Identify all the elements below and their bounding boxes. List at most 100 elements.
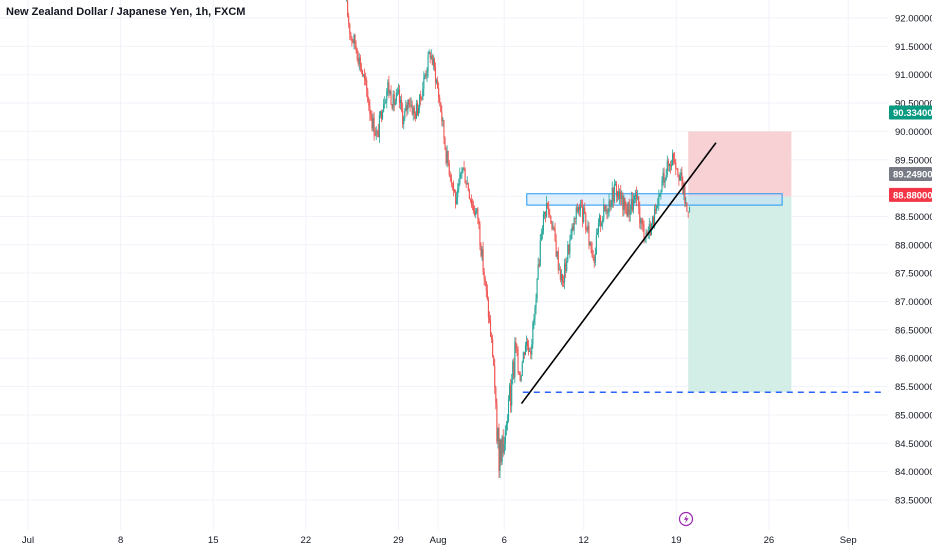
- lightning-icon[interactable]: [678, 511, 694, 527]
- candle-up: [569, 239, 571, 254]
- candle-down: [519, 372, 521, 381]
- candle-down: [625, 206, 627, 211]
- candle-up: [407, 99, 409, 110]
- candle-down: [477, 208, 479, 219]
- candle-down: [584, 207, 586, 214]
- y-axis-background: [888, 0, 932, 530]
- candle-down: [409, 104, 411, 106]
- candle-down: [618, 191, 620, 199]
- take-profit-zone: [688, 196, 792, 393]
- candle-down: [463, 167, 465, 170]
- candle-up: [386, 90, 388, 102]
- candle-down: [480, 244, 482, 256]
- candle-up: [404, 111, 406, 119]
- x-tick-label: Sep: [840, 535, 857, 546]
- candle-down: [416, 103, 419, 115]
- candle-down: [391, 104, 393, 109]
- candle-down: [576, 207, 578, 212]
- candle-up: [383, 104, 385, 112]
- candle-down: [513, 361, 515, 378]
- candle-up: [629, 210, 631, 215]
- candle-up: [427, 53, 429, 72]
- candle-up: [560, 274, 562, 280]
- candle-down: [517, 349, 519, 372]
- candle-down: [488, 317, 491, 321]
- candle-up: [511, 379, 513, 406]
- candle-down: [515, 342, 517, 349]
- candle-down: [624, 197, 626, 207]
- candle-up: [537, 264, 539, 279]
- candle-down: [563, 281, 565, 283]
- candle-down: [491, 336, 493, 339]
- candle-up: [353, 34, 355, 44]
- candle-up: [657, 204, 659, 206]
- candle-down: [470, 200, 473, 205]
- y-tick-label: 84.50000: [895, 439, 932, 450]
- candle-down: [551, 223, 553, 229]
- x-axis[interactable]: Jul 8 15 22 29 Aug 6 12 19 26 Sep: [0, 530, 888, 550]
- candle-up: [392, 94, 394, 109]
- candle-up: [543, 211, 546, 215]
- candle-down: [620, 191, 622, 200]
- y-axis-ticks: 92.00000 91.50000 91.00000 90.50000 90.00000…: [895, 14, 932, 507]
- drawing-zones: [526, 131, 792, 393]
- candle-up: [589, 242, 591, 245]
- candle-up: [375, 130, 377, 136]
- candle-up: [616, 191, 619, 197]
- candle-down: [437, 80, 439, 89]
- candle-up: [382, 111, 384, 119]
- candle-up: [542, 214, 544, 232]
- candle-up: [525, 341, 528, 346]
- candle-up: [685, 202, 687, 204]
- candle-down: [471, 204, 474, 206]
- candle-down: [420, 94, 422, 100]
- candle-down: [354, 34, 356, 46]
- y-tick-label: 90.50000: [895, 99, 932, 110]
- candle-down: [489, 320, 492, 337]
- candle-down: [553, 228, 555, 229]
- candle-down: [494, 365, 496, 388]
- candle-down: [373, 117, 375, 135]
- candle-down: [642, 224, 644, 226]
- candle-up: [658, 195, 660, 205]
- candle-down: [431, 55, 433, 65]
- candle-up: [534, 307, 536, 320]
- price-badge-background: [889, 187, 932, 202]
- candle-down: [377, 131, 379, 138]
- candle-down: [559, 269, 561, 280]
- x-tick-label: Aug: [430, 535, 447, 546]
- candle-up: [346, 0, 348, 2]
- candle-down: [557, 251, 559, 270]
- y-axis[interactable]: 92.00000 91.50000 91.00000 90.50000 90.00000…: [888, 0, 932, 530]
- candle-down: [673, 153, 675, 160]
- candle-down: [568, 244, 570, 254]
- candle-down: [538, 264, 540, 267]
- candle-up: [603, 205, 605, 220]
- candle-up: [476, 208, 478, 211]
- candle-down: [586, 229, 588, 231]
- candle-up: [640, 219, 642, 224]
- candle-up: [683, 185, 685, 194]
- candle-down: [486, 290, 488, 300]
- candle-up: [632, 199, 634, 211]
- candle-up: [372, 117, 374, 129]
- candle-up: [405, 104, 407, 112]
- y-tick-label: 91.50000: [895, 42, 932, 53]
- candle-down: [604, 205, 606, 211]
- y-tick-label: 83.50000: [895, 495, 932, 506]
- candle-down: [469, 198, 471, 201]
- candle-up: [462, 167, 464, 169]
- candle-up: [457, 188, 459, 198]
- candle-down: [408, 99, 410, 105]
- candle-down: [357, 58, 359, 64]
- candle-up: [614, 183, 616, 185]
- candle-up: [634, 192, 637, 197]
- candle-up: [475, 210, 477, 216]
- candle-down: [369, 105, 371, 114]
- price-badge-label: 88.88000: [893, 190, 932, 201]
- candle-up: [403, 118, 405, 125]
- candle-down: [411, 104, 413, 115]
- price-badge-background: [889, 166, 932, 181]
- candle-down: [355, 45, 357, 50]
